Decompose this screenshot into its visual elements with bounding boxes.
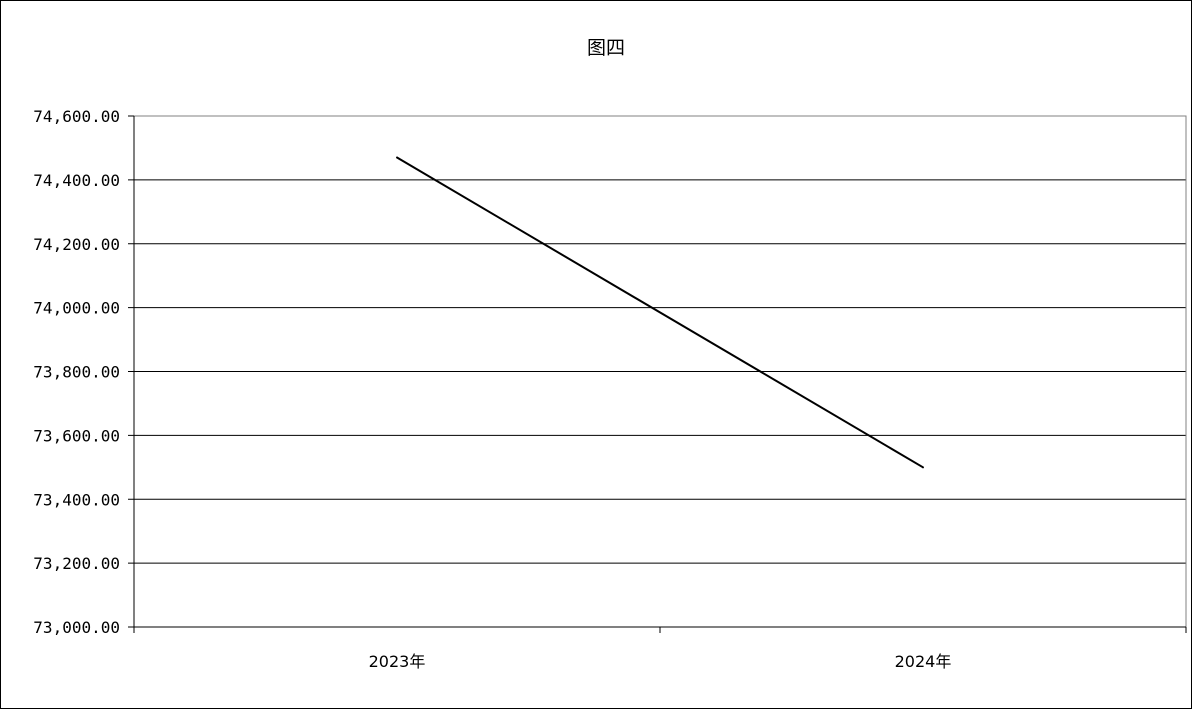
data-point [922,466,924,469]
chart-title: 图四 [587,37,625,59]
y-tick-label: 74,200.00 [33,235,120,254]
x-tick-label: 2024年 [895,652,952,671]
series-line [396,156,924,469]
axes [128,115,1187,633]
grid-lines [134,115,1186,564]
x-tick-label: 2023年 [369,652,426,671]
y-tick-labels: 73,000.00 73,200.00 73,400.00 73,600.00 73,8… [33,107,120,637]
y-tick-label: 74,600.00 [33,107,120,126]
y-tick-label: 73,800.00 [33,363,120,382]
y-tick-label: 74,000.00 [33,299,120,318]
y-tick-label: 74,400.00 [33,171,120,190]
y-tick-label: 73,400.00 [33,490,120,509]
data-point [396,156,398,159]
y-tick-label: 73,000.00 [33,618,120,637]
x-tick-labels: 2023年 2024年 [369,652,952,671]
y-tick-label: 73,600.00 [33,426,120,445]
y-tick-label: 73,200.00 [33,554,120,573]
series-layer [396,156,924,469]
